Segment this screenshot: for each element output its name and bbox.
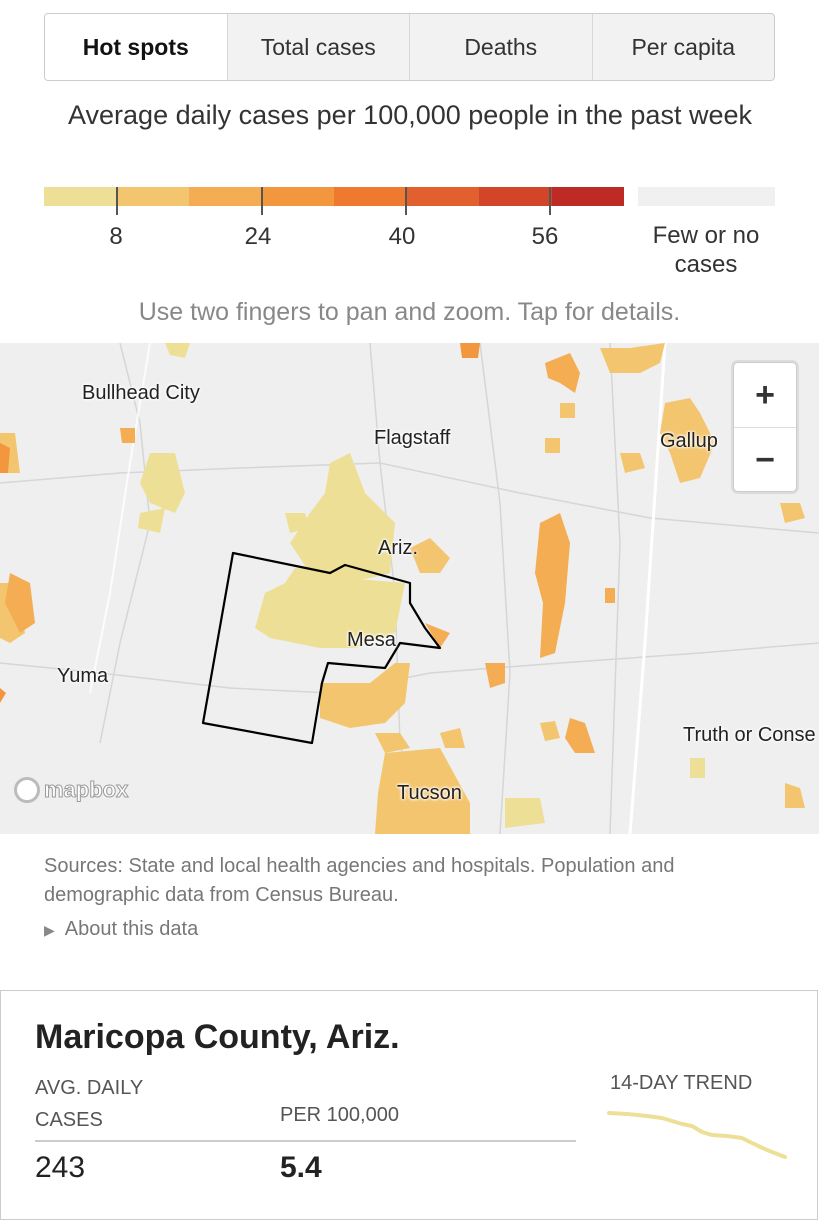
mapbox-wordmark: mapbox [43, 777, 129, 803]
zoom-controls: + − [733, 362, 797, 492]
legend-title: Average daily cases per 100,000 people i… [68, 100, 752, 130]
map-shapes [0, 343, 819, 834]
state-label-ariz: Ariz. [378, 537, 418, 559]
city-label-yuma: Yuma [57, 665, 109, 687]
scale-tick [261, 187, 263, 215]
city-label-tucson: Tucson [397, 782, 462, 804]
avg-daily-cases-label: AVG. DAILY CASES [35, 1077, 143, 1131]
scale-segment [261, 187, 334, 206]
no-data-swatch [638, 187, 775, 206]
zoom-out-button[interactable]: − [734, 427, 796, 492]
sources-note: Sources: State and local health agencies… [44, 855, 675, 906]
tab-total-cases[interactable]: Total cases [226, 14, 410, 80]
about-data-label: About this data [64, 918, 199, 940]
mapbox-logo[interactable]: mapbox [14, 775, 129, 805]
trend-sparkline [607, 1111, 787, 1159]
scale-segment [189, 187, 262, 206]
city-label-flagstaff: Flagstaff [374, 427, 451, 449]
stats-divider [35, 1140, 576, 1142]
disclosure-triangle-icon: ▶ [44, 922, 55, 938]
avg-daily-cases-value: 243 [35, 1151, 86, 1184]
no-data-label: Few or no cases [652, 222, 760, 278]
metric-tabs: Hot spots Total cases Deaths Per capita [44, 13, 775, 81]
per-100k-value: 5.4 [280, 1151, 322, 1184]
scale-tick [116, 187, 118, 215]
zoom-in-button[interactable]: + [755, 375, 775, 414]
about-data-toggle[interactable]: ▶ About this data [44, 918, 198, 941]
tick-label: 8 [109, 223, 123, 250]
scale-segment [44, 187, 117, 206]
scale-segment [334, 187, 407, 206]
scale-tick [405, 187, 407, 215]
county-name: Maricopa County, Ariz. [35, 1018, 400, 1056]
city-label-gallup: Gallup [660, 430, 718, 452]
scale-segment [479, 187, 552, 206]
tab-hot-spots[interactable]: Hot spots [45, 14, 227, 80]
county-card [0, 990, 818, 1220]
city-label-mesa: Mesa [347, 629, 396, 651]
tick-label: 24 [244, 223, 272, 250]
map-instructions: Use two fingers to pan and zoom. Tap for… [138, 298, 681, 326]
scale-tick [549, 187, 551, 215]
tick-label: 56 [531, 223, 559, 250]
map-canvas[interactable]: Bullhead City Flagstaff Gallup Ariz. Mes… [0, 343, 819, 834]
scale-segment [406, 187, 479, 206]
tick-label: 40 [388, 223, 416, 250]
city-label-truth-or-consequences: Truth or Conse [683, 724, 816, 746]
tab-deaths[interactable]: Deaths [409, 14, 592, 80]
tab-per-capita[interactable]: Per capita [591, 14, 775, 80]
scale-segment [116, 187, 189, 206]
per-100k-label: PER 100,000 [280, 1104, 399, 1126]
trend-label: 14-DAY TREND [610, 1072, 753, 1094]
city-label-bullhead: Bullhead City [82, 382, 200, 404]
scale-segment [551, 187, 624, 206]
color-scale [44, 187, 624, 206]
mapbox-mark-icon [14, 777, 40, 803]
